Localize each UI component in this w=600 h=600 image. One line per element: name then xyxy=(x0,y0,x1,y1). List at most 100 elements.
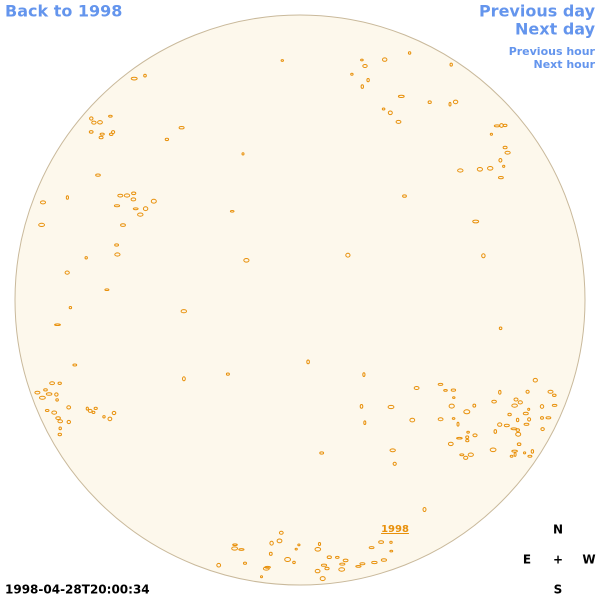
contour xyxy=(113,204,121,208)
contour xyxy=(539,404,545,409)
contour xyxy=(57,381,62,385)
contour xyxy=(130,76,138,81)
contour xyxy=(451,417,456,420)
contour xyxy=(523,451,527,455)
contour xyxy=(68,306,73,310)
contour xyxy=(402,194,407,198)
contour xyxy=(114,252,121,257)
contour xyxy=(182,376,186,382)
contour xyxy=(452,99,459,105)
contour xyxy=(502,164,506,168)
contour xyxy=(509,454,514,458)
compass-west: W xyxy=(582,553,595,567)
contour xyxy=(502,145,508,150)
contour xyxy=(65,195,70,200)
contour xyxy=(120,223,126,227)
contour xyxy=(389,549,394,553)
contour xyxy=(380,558,387,562)
contour xyxy=(457,168,464,173)
contour xyxy=(306,359,310,365)
contour xyxy=(476,167,483,172)
contour xyxy=(111,410,117,416)
contour xyxy=(66,405,72,410)
timestamp: 1998-04-28T20:00:34 xyxy=(5,583,150,597)
contour xyxy=(450,388,457,392)
contour xyxy=(497,422,503,427)
contour xyxy=(515,428,520,432)
contour xyxy=(276,538,283,544)
contour xyxy=(84,256,88,260)
contour xyxy=(342,558,349,563)
contour xyxy=(123,193,131,198)
contour xyxy=(260,575,263,579)
contour xyxy=(449,62,453,67)
contour xyxy=(297,543,301,547)
contour xyxy=(319,451,325,455)
previous-hour-link[interactable]: Previous hour xyxy=(509,45,596,58)
back-link[interactable]: Back to 1998 xyxy=(5,2,122,21)
contour xyxy=(355,565,362,568)
contour xyxy=(38,222,45,227)
contour xyxy=(229,210,235,213)
contour xyxy=(463,409,471,415)
contour xyxy=(55,398,59,402)
contour xyxy=(452,396,456,399)
solar-disk xyxy=(14,14,586,586)
next-day-link[interactable]: Next day xyxy=(515,20,596,39)
contour xyxy=(498,389,502,395)
contour xyxy=(40,200,46,205)
contour xyxy=(472,219,480,224)
contour xyxy=(57,419,64,424)
contour xyxy=(547,389,554,394)
contour xyxy=(278,530,284,535)
contour xyxy=(465,439,470,443)
contour xyxy=(57,432,62,437)
contour xyxy=(39,395,46,400)
contour xyxy=(545,416,552,420)
contour xyxy=(540,416,544,420)
compass-north: N xyxy=(553,523,563,537)
contour xyxy=(530,449,535,454)
contour xyxy=(552,393,557,397)
contour xyxy=(465,435,470,440)
contour xyxy=(392,461,397,466)
contour xyxy=(269,540,274,546)
contour xyxy=(280,59,284,62)
contour xyxy=(540,427,545,432)
contour xyxy=(359,562,366,566)
compass-south: S xyxy=(554,583,563,597)
contour xyxy=(481,253,486,259)
contour xyxy=(43,388,48,392)
contour xyxy=(407,51,412,55)
contour xyxy=(362,64,368,68)
contour xyxy=(527,407,531,411)
contour xyxy=(427,100,432,104)
contour xyxy=(525,389,530,394)
contour xyxy=(517,400,523,405)
contour xyxy=(456,421,460,427)
contour xyxy=(87,408,93,413)
contour xyxy=(45,392,53,396)
contour xyxy=(513,452,517,457)
contour xyxy=(389,448,396,453)
contour xyxy=(294,547,298,551)
contour xyxy=(350,72,354,76)
contour xyxy=(320,563,328,567)
contour xyxy=(437,417,444,422)
previous-day-link[interactable]: Previous day xyxy=(479,2,596,21)
year-link[interactable]: 1998 xyxy=(381,524,409,535)
contour xyxy=(511,449,518,453)
contour xyxy=(368,546,375,550)
contour xyxy=(409,417,416,423)
contour xyxy=(551,403,558,407)
contour xyxy=(314,568,321,574)
contour xyxy=(107,416,113,422)
contour xyxy=(64,270,70,275)
contour xyxy=(150,198,157,204)
contour xyxy=(511,403,518,408)
contour xyxy=(503,423,510,428)
contour xyxy=(489,447,497,453)
next-hour-link[interactable]: Next hour xyxy=(534,58,596,71)
contour xyxy=(114,243,119,247)
